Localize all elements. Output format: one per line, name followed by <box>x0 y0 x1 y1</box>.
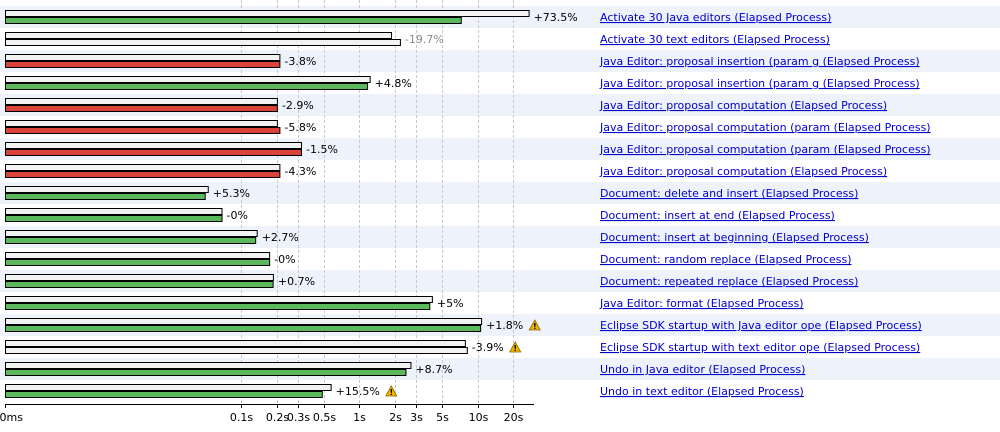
x-axis: 0ms 0.1s 0.2s0.3s 0.5s 1s 2s 3s 5s 10s 20s <box>0 404 534 424</box>
delta-label: -0% <box>274 253 295 266</box>
baseline-bar <box>5 164 281 171</box>
baseline-bar <box>5 98 278 105</box>
delta-label: -5.8% <box>284 121 316 134</box>
current-bar <box>5 369 407 376</box>
warning-icon: ! <box>385 385 398 397</box>
delta-label: +73.5% <box>534 11 578 24</box>
baseline-bar <box>5 296 433 303</box>
scenario-link[interactable]: Activate 30 Java editors (Elapsed Proces… <box>600 11 831 24</box>
baseline-bar <box>5 142 302 149</box>
delta-label: +5.3% <box>213 187 250 200</box>
x-tick-label: 0.5s <box>313 411 336 424</box>
delta-label: +8.7% <box>415 363 452 376</box>
scenario-link[interactable]: Document: insert at beginning (Elapsed P… <box>600 231 869 244</box>
x-tick-label: 10s <box>469 411 489 424</box>
baseline-bar <box>5 208 223 215</box>
scenario-link[interactable]: Java Editor: proposal computation (param… <box>599 143 931 156</box>
x-tick-label: 20s <box>504 411 524 424</box>
x-tick-label: 5s <box>436 411 449 424</box>
scenario-link[interactable]: Activate 30 text editors (Elapsed Proces… <box>600 33 830 46</box>
x-tick-label: 0.1s <box>230 411 253 424</box>
baseline-bar <box>5 362 412 369</box>
current-bar <box>5 325 482 332</box>
baseline-bar <box>5 32 393 39</box>
x-tick-label: 0.2s <box>266 411 289 424</box>
x-tick-label: 2s <box>389 411 402 424</box>
scenario-link[interactable]: Document: insert at end (Elapsed Process… <box>600 209 835 222</box>
scenario-link[interactable]: Java Editor: proposal insertion (param g… <box>599 55 920 68</box>
scenario-link[interactable]: Java Editor: proposal computation (Elaps… <box>599 99 887 112</box>
current-bar <box>5 105 278 112</box>
baseline-bar <box>5 186 209 193</box>
scenario-link[interactable]: Java Editor: format (Elapsed Process) <box>599 297 804 310</box>
scenario-link[interactable]: Java Editor: proposal computation (Elaps… <box>599 165 887 178</box>
delta-label: -2.9% <box>282 99 314 112</box>
baseline-bar <box>5 76 371 83</box>
current-bar <box>5 83 369 90</box>
scenario-links: Activate 30 Java editors (Elapsed Proces… <box>599 11 931 398</box>
delta-label: -19.7% <box>405 33 444 46</box>
current-bar <box>5 391 323 398</box>
bars <box>5 10 530 398</box>
scenario-link[interactable]: Eclipse SDK startup with Java editor ope… <box>600 319 922 332</box>
delta-label: -4.3% <box>284 165 316 178</box>
current-bar <box>5 215 223 222</box>
current-bar <box>5 259 271 266</box>
x-tick-label: 0.3s <box>287 411 310 424</box>
delta-labels: +73.5% -19.7% -3.8% +4.8% -2.9% -5.8% -1.5% -4.… <box>213 11 578 398</box>
current-bar <box>5 303 431 310</box>
delta-label: +2.7% <box>262 231 299 244</box>
scenario-link[interactable]: Java Editor: proposal computation (param… <box>599 121 931 134</box>
baseline-bar <box>5 120 278 127</box>
delta-label: +5% <box>437 297 464 310</box>
current-bar <box>5 39 401 46</box>
delta-label: -3.8% <box>284 55 316 68</box>
current-bar <box>5 193 206 200</box>
current-bar <box>5 149 302 156</box>
scenario-link[interactable]: Java Editor: proposal insertion (param g… <box>599 77 920 90</box>
svg-text:!: ! <box>533 322 537 331</box>
grid-lines <box>241 0 514 404</box>
current-bar <box>5 237 257 244</box>
baseline-bar <box>5 274 274 281</box>
scenario-link[interactable]: Document: repeated replace (Elapsed Proc… <box>600 275 858 288</box>
scenario-link[interactable]: Document: random replace (Elapsed Proces… <box>600 253 852 266</box>
x-tick-label: 3s <box>410 411 423 424</box>
current-bar <box>5 347 468 354</box>
current-bar <box>5 171 281 178</box>
baseline-bar <box>5 252 271 259</box>
scenario-link[interactable]: Undo in text editor (Elapsed Process) <box>600 385 804 398</box>
current-bar <box>5 281 274 288</box>
warning-icon: ! <box>509 341 522 353</box>
scenario-link[interactable]: Eclipse SDK startup with text editor ope… <box>600 341 920 354</box>
svg-text:!: ! <box>513 344 517 353</box>
delta-label: +1.8% <box>486 319 523 332</box>
baseline-bar <box>5 10 530 17</box>
row-stripe <box>0 182 1000 204</box>
delta-label: -1.5% <box>306 143 338 156</box>
x-tick-label: 1s <box>353 411 366 424</box>
delta-label: +4.8% <box>375 77 412 90</box>
current-bar <box>5 61 281 68</box>
scenario-link[interactable]: Document: delete and insert (Elapsed Pro… <box>600 187 858 200</box>
delta-label: -0% <box>227 209 248 222</box>
baseline-bar <box>5 340 466 347</box>
scenario-link[interactable]: Undo in Java editor (Elapsed Process) <box>600 363 805 376</box>
delta-label: +0.7% <box>278 275 315 288</box>
baseline-bar <box>5 54 281 61</box>
svg-text:!: ! <box>389 388 393 397</box>
baseline-bar <box>5 318 483 325</box>
current-bar <box>5 17 462 24</box>
baseline-bar <box>5 230 258 237</box>
delta-label: -3.9% <box>472 341 504 354</box>
warning-icon: ! <box>528 319 541 331</box>
baseline-bar <box>5 384 332 391</box>
x-tick-label: 0ms <box>0 411 23 424</box>
current-bar <box>5 127 281 134</box>
delta-label: +15.5% <box>336 385 380 398</box>
